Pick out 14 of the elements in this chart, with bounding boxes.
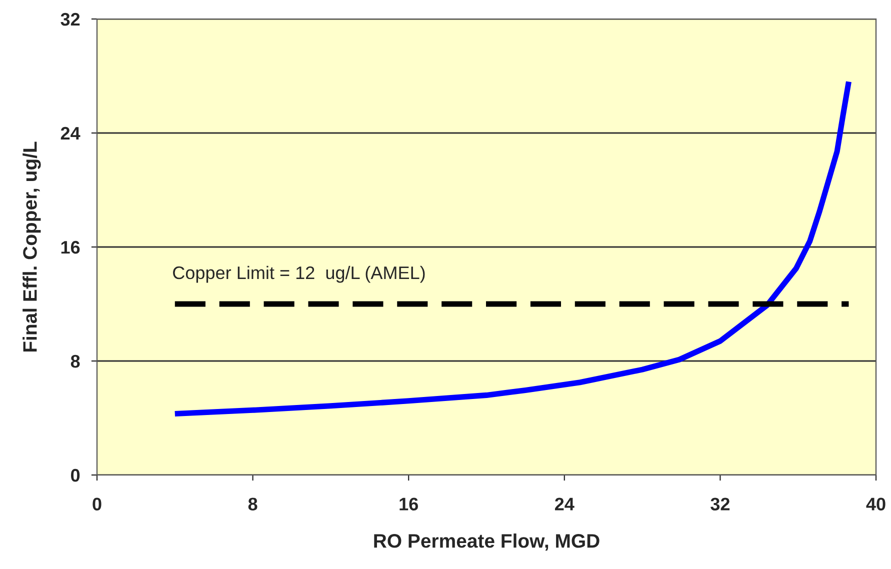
x-tick-label: 0 [92, 498, 102, 510]
x-tick-label: 40 [866, 498, 886, 510]
y-tick-label: 0 [71, 468, 80, 482]
annotation: Copper Limit = 12 ug/L (AMEL) [173, 266, 425, 283]
x-axis-title: RO Permeate Flow, MGD [374, 534, 600, 551]
y-tick-label: 8 [70, 354, 80, 368]
y-tick-label: 24 [60, 126, 80, 140]
x-tick-label: 16 [400, 498, 418, 510]
y-axis-title: Final Effl. Copper, ug/L [22, 142, 41, 352]
x-tick-label: 24 [554, 498, 574, 510]
y-tick-label: 32 [60, 12, 80, 26]
y-tick-label: 16 [61, 240, 80, 254]
x-tick-label: 32 [710, 498, 730, 511]
x-tick-label: 8 [248, 498, 258, 510]
